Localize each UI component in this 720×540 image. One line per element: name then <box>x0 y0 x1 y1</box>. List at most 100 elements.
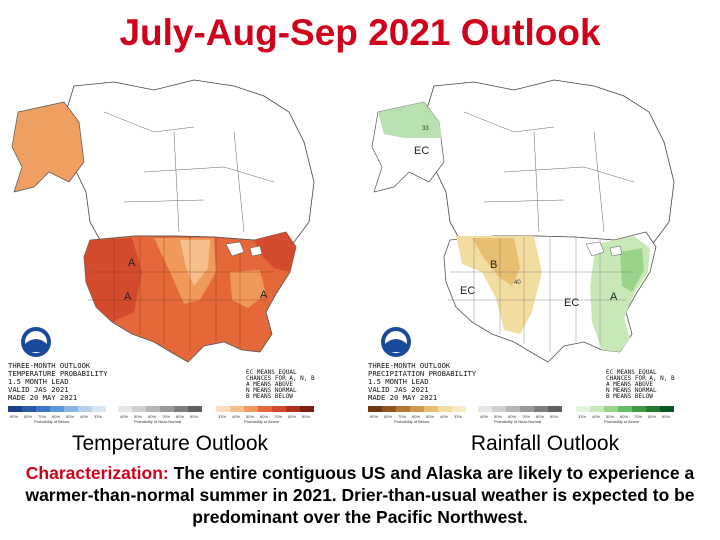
rain-scale-above-60: 60% <box>620 414 628 419</box>
temp-scale-normal-40: 40% <box>120 414 128 419</box>
rain-scale-above-40: 40% <box>592 414 600 419</box>
rain-info-line-2: PRECIPITATION PROBABILITY <box>368 369 477 378</box>
rain-key-line-3: A MEANS ABOVE <box>606 381 653 388</box>
region-label-b-northwest: B <box>490 259 497 271</box>
temp-info-line-2: TEMPERATURE PROBABILITY <box>8 369 108 378</box>
temp-scale-above-90: 90% <box>302 414 310 419</box>
temp-scale-above-80: 80% <box>288 414 296 419</box>
temp-scale-above-33: 33% <box>218 414 226 419</box>
temp-scale-normal-60: 60% <box>148 414 156 419</box>
temp-info-line-1: THREE-MONTH OUTLOOK <box>8 361 91 370</box>
temp-info-line-4: VALID JAS 2021 <box>8 385 69 394</box>
rainfall-caption: Rainfall Outlook <box>470 432 620 455</box>
rain-scale-below-50: 50% <box>426 414 434 419</box>
temp-scale-above-50: 50% <box>246 414 254 419</box>
canada-landmass <box>423 79 675 243</box>
characterization-label: Characterization: <box>25 463 169 483</box>
temp-scale-normal-70: 70% <box>162 414 170 419</box>
rain-scale-normal-50: 50% <box>494 414 502 419</box>
rain-scale-normal-40: 40% <box>480 414 488 419</box>
rain-scale-below-60: 60% <box>412 414 420 419</box>
rain-info-line-3: 1.5 MONTH LEAD <box>368 377 429 386</box>
noaa-logo <box>381 327 411 357</box>
rain-scale-below-80: 80% <box>384 414 392 419</box>
rain-scale-above-33: 33% <box>578 414 586 419</box>
temp-scale-above-70: 70% <box>274 414 282 419</box>
noaa-logo <box>21 327 51 357</box>
temp-scale-title-normal: Probability of Near-Normal <box>134 419 181 424</box>
rain-scale-below-40: 40% <box>440 414 448 419</box>
region-label-40: 40 <box>514 280 521 286</box>
rain-scale-above-90: 90% <box>662 414 670 419</box>
rain-key-line-2: CHANCES FOR A, N, B <box>606 375 675 382</box>
temp-scale-normal-80: 80% <box>176 414 184 419</box>
rain-scale-title-above: Probability of Above <box>604 419 640 424</box>
region-label-a-east: A <box>260 289 268 301</box>
alaska-region <box>11 101 85 193</box>
rain-key-line-4: N MEANS NORMAL <box>606 387 657 394</box>
rain-info-line-1: THREE-MONTH OUTLOOK <box>368 361 451 370</box>
temperature-map-graphic: A A A THREE-MONTH OUTLOOK TEMPERATURE PR… <box>8 79 315 424</box>
temp-scale-normal-90: 90% <box>190 414 198 419</box>
temp-scale-below-90: 90% <box>10 414 18 419</box>
rain-scale-normal-80: 80% <box>536 414 544 419</box>
rain-scale-below-70: 70% <box>398 414 406 419</box>
canada-landmass <box>63 79 315 243</box>
characterization-body: The entire contiguous US and Alaska are … <box>25 463 695 527</box>
rain-scale-below-90: 90% <box>370 414 378 419</box>
rain-scale-normal-60: 60% <box>508 414 516 419</box>
temp-key-line-1: EC MEANS EQUAL <box>246 369 297 376</box>
region-label-ec-west: EC <box>460 285 475 297</box>
temp-key-line-5: B MEANS BELOW <box>246 393 293 400</box>
temp-scale-below-60: 60% <box>52 414 60 419</box>
temperature-outlook-map: A A A THREE-MONTH OUTLOOK TEMPERATURE PR… <box>4 72 360 424</box>
rain-key-line-5: B MEANS BELOW <box>606 393 653 400</box>
region-label-a-north: A <box>128 257 136 269</box>
temp-scale-normal-50: 50% <box>134 414 142 419</box>
temp-key-line-4: N MEANS NORMAL <box>246 387 297 394</box>
temp-scale-below-40: 40% <box>80 414 88 419</box>
above-60-west <box>84 238 142 322</box>
below-40-northwest <box>472 238 520 286</box>
temp-key-line-2: CHANCES FOR A, N, B <box>246 375 315 382</box>
characterization-paragraph: Characterization: The entire contiguous … <box>20 462 700 528</box>
rain-scale-above-70: 70% <box>634 414 642 419</box>
region-label-ec-central: EC <box>564 297 579 309</box>
above-40-east <box>230 270 266 308</box>
above-60-northeast <box>254 232 296 272</box>
temp-scale-below-33: 33% <box>94 414 102 419</box>
below-33-northwest <box>456 236 542 334</box>
rain-scale-normal-70: 70% <box>522 414 530 419</box>
temperature-caption: Temperature Outlook <box>71 432 269 455</box>
temperature-probability-scale <box>8 406 314 412</box>
above-33-central <box>180 240 210 286</box>
temp-info-line-5: MADE 20 MAY 2021 <box>8 393 77 402</box>
precipitation-outlook-map: EC B EC EC A 33 40 THREE-MONTH OUTLOOK P… <box>364 72 720 424</box>
temp-scale-above-60: 60% <box>260 414 268 419</box>
temp-scale-title-below: Probability of Below <box>34 419 69 424</box>
temp-scale-title-above: Probability of Above <box>244 419 280 424</box>
temp-scale-below-80: 80% <box>24 414 32 419</box>
temp-info-line-3: 1.5 MONTH LEAD <box>8 377 69 386</box>
rain-info-line-5: MADE 20 MAY 2021 <box>368 393 437 402</box>
above-33-alaska <box>378 102 442 138</box>
rain-scale-below-33: 33% <box>454 414 462 419</box>
region-label-33: 33 <box>422 126 429 132</box>
rain-scale-above-50: 50% <box>606 414 614 419</box>
rain-scale-title-normal: Probability of Near-Normal <box>494 419 541 424</box>
temp-scale-below-70: 70% <box>38 414 46 419</box>
above-40-east <box>620 248 644 292</box>
rain-scale-title-below: Probability of Below <box>394 419 429 424</box>
rain-info-line-4: VALID JAS 2021 <box>368 385 429 394</box>
rain-key-line-1: EC MEANS EQUAL <box>606 369 657 376</box>
page-title: July-Aug-Sep 2021 Outlook <box>119 12 601 53</box>
region-label-a-east: A <box>610 291 618 303</box>
rain-scale-normal-90: 90% <box>550 414 558 419</box>
precipitation-map-graphic: EC B EC EC A 33 40 THREE-MONTH OUTLOOK P… <box>368 79 675 424</box>
rain-scale-above-80: 80% <box>648 414 656 419</box>
region-label-ec-alaska: EC <box>414 145 429 157</box>
precipitation-probability-scale <box>368 406 674 412</box>
temp-scale-below-50: 50% <box>66 414 74 419</box>
region-label-a-west: A <box>124 291 132 303</box>
temp-key-line-3: A MEANS ABOVE <box>246 381 293 388</box>
